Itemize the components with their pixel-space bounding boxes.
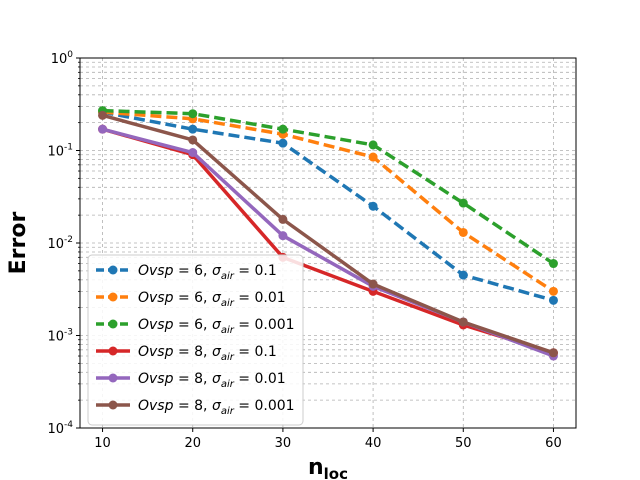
legend-item: Ovsp = 6, σair = 0.1 <box>96 263 277 282</box>
y-tick-label: 10-4 <box>47 420 73 437</box>
data-point <box>98 124 108 134</box>
legend-label: Ovsp = 8, σair = 0.1 <box>138 344 277 363</box>
legend-item: Ovsp = 6, σair = 0.001 <box>96 317 295 336</box>
legend-item: Ovsp = 8, σair = 0.1 <box>96 344 277 363</box>
x-tick-label: 30 <box>275 436 292 451</box>
y-tick-label: 10-2 <box>47 235 73 252</box>
legend-label: Ovsp = 8, σair = 0.01 <box>138 371 286 390</box>
series-layer <box>98 106 558 361</box>
data-point <box>458 198 468 208</box>
legend: Ovsp = 6, σair = 0.1 Ovsp = 6, σair = 0.0… <box>87 254 304 426</box>
data-point <box>458 317 468 327</box>
data-point <box>458 227 468 237</box>
x-tick-label: 10 <box>94 436 111 451</box>
data-point <box>368 201 378 211</box>
data-point <box>188 109 198 119</box>
data-point <box>188 135 198 145</box>
legend-swatch-marker <box>108 346 118 356</box>
data-point <box>548 348 558 358</box>
legend-swatch-marker <box>108 265 118 275</box>
data-point <box>278 124 288 134</box>
data-point <box>458 270 468 280</box>
data-point <box>368 279 378 289</box>
legend-label: Ovsp = 6, σair = 0.001 <box>138 317 295 336</box>
x-tick-label: 50 <box>455 436 472 451</box>
data-point <box>278 138 288 148</box>
data-point <box>278 231 288 241</box>
data-point <box>278 214 288 224</box>
series-line <box>102 113 555 355</box>
data-point <box>188 124 198 134</box>
y-axis-title: Error <box>6 212 31 275</box>
series-line <box>102 127 554 355</box>
x-tick-label: 40 <box>365 436 382 451</box>
data-point <box>548 259 558 269</box>
series-line <box>102 108 555 265</box>
y-tick-label: 10-3 <box>47 328 73 345</box>
data-point <box>368 152 378 162</box>
data-point <box>98 110 108 120</box>
y-axis: 10-4 10-3 10-2 10-1 100 <box>47 50 80 437</box>
data-point <box>548 286 558 296</box>
series-line <box>102 110 555 293</box>
legend-label: Ovsp = 8, σair = 0.001 <box>138 398 295 417</box>
data-point <box>368 140 378 150</box>
legend-swatch-marker <box>108 292 118 302</box>
x-axis: 10 20 30 40 50 60 <box>94 428 562 451</box>
y-tick-label: 100 <box>51 50 74 67</box>
y-tick-label: 10-1 <box>47 143 73 160</box>
series-line <box>102 110 554 303</box>
legend-swatch-marker <box>108 373 118 383</box>
x-tick-label: 20 <box>184 436 201 451</box>
legend-box <box>87 254 304 426</box>
legend-label: Ovsp = 6, σair = 0.01 <box>138 290 286 309</box>
data-point <box>188 148 198 158</box>
legend-swatch-marker <box>108 319 118 329</box>
legend-item: Ovsp = 8, σair = 0.01 <box>96 371 286 390</box>
legend-item: Ovsp = 8, σair = 0.001 <box>96 398 295 417</box>
x-tick-label: 60 <box>545 436 562 451</box>
x-axis-title: nloc <box>308 455 348 480</box>
series-6 <box>98 110 558 358</box>
legend-swatch-marker <box>108 400 118 410</box>
data-point <box>548 295 558 305</box>
legend-item: Ovsp = 6, σair = 0.01 <box>96 290 286 309</box>
legend-label: Ovsp = 6, σair = 0.1 <box>138 263 277 282</box>
grid-layer <box>80 58 576 429</box>
